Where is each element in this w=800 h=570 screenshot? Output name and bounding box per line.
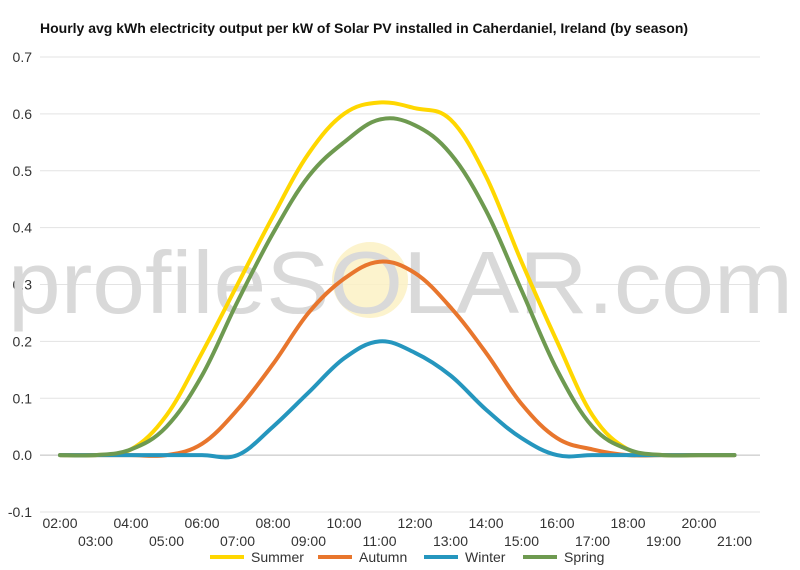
y-tick-label: 0.5 bbox=[13, 163, 33, 179]
watermark: profileSOLAR.com bbox=[8, 233, 793, 332]
y-tick-label: 0.6 bbox=[13, 106, 33, 122]
x-tick-label: 08:00 bbox=[255, 515, 290, 531]
y-tick-label: 0.1 bbox=[13, 390, 33, 406]
y-tick-label: 0.7 bbox=[13, 49, 33, 65]
x-axis: 02:00 04:00 06:00 08:00 10:00 12:00 14:00 16:00… bbox=[42, 515, 752, 549]
x-tick-label: 17:00 bbox=[575, 533, 610, 549]
x-tick-label: 09:00 bbox=[291, 533, 326, 549]
y-tick-label: 0.2 bbox=[13, 333, 33, 349]
legend: Summer Autumn Winter Spring bbox=[210, 549, 604, 565]
x-tick-label: 02:00 bbox=[42, 515, 77, 531]
y-tick-label: -0.1 bbox=[8, 504, 32, 520]
x-tick-label: 07:00 bbox=[220, 533, 255, 549]
series-lines bbox=[58, 100, 737, 460]
watermark-text: profileSOLAR.com bbox=[8, 233, 793, 332]
series-line-winter bbox=[58, 339, 737, 460]
x-tick-label: 14:00 bbox=[468, 515, 503, 531]
x-tick-label: 03:00 bbox=[78, 533, 113, 549]
y-tick-label: 0.4 bbox=[13, 220, 33, 236]
x-tick-label: 16:00 bbox=[539, 515, 574, 531]
x-tick-label: 13:00 bbox=[433, 533, 468, 549]
x-tick-label: 12:00 bbox=[397, 515, 432, 531]
x-tick-label: 19:00 bbox=[646, 533, 681, 549]
x-tick-label: 04:00 bbox=[113, 515, 148, 531]
y-axis: -0.1 0.0 0.1 0.2 0.3 0.4 0.5 0.6 0.7 bbox=[8, 49, 32, 520]
chart-title: Hourly avg kWh electricity output per kW… bbox=[40, 20, 688, 36]
series-line-summer bbox=[58, 100, 737, 458]
x-tick-label: 11:00 bbox=[363, 533, 397, 549]
legend-label: Autumn bbox=[359, 549, 407, 565]
legend-label: Winter bbox=[465, 549, 506, 565]
x-tick-label: 06:00 bbox=[184, 515, 219, 531]
x-tick-label: 21:00 bbox=[717, 533, 752, 549]
y-tick-label: 0.0 bbox=[13, 447, 33, 463]
legend-label: Spring bbox=[564, 549, 604, 565]
legend-label: Summer bbox=[251, 549, 304, 565]
y-tick-label: 0.3 bbox=[13, 277, 33, 293]
series-line-spring bbox=[58, 116, 737, 458]
x-tick-label: 05:00 bbox=[149, 533, 184, 549]
x-tick-label: 20:00 bbox=[681, 515, 716, 531]
x-tick-label: 10:00 bbox=[326, 515, 361, 531]
x-tick-label: 18:00 bbox=[610, 515, 645, 531]
x-tick-label: 15:00 bbox=[504, 533, 539, 549]
